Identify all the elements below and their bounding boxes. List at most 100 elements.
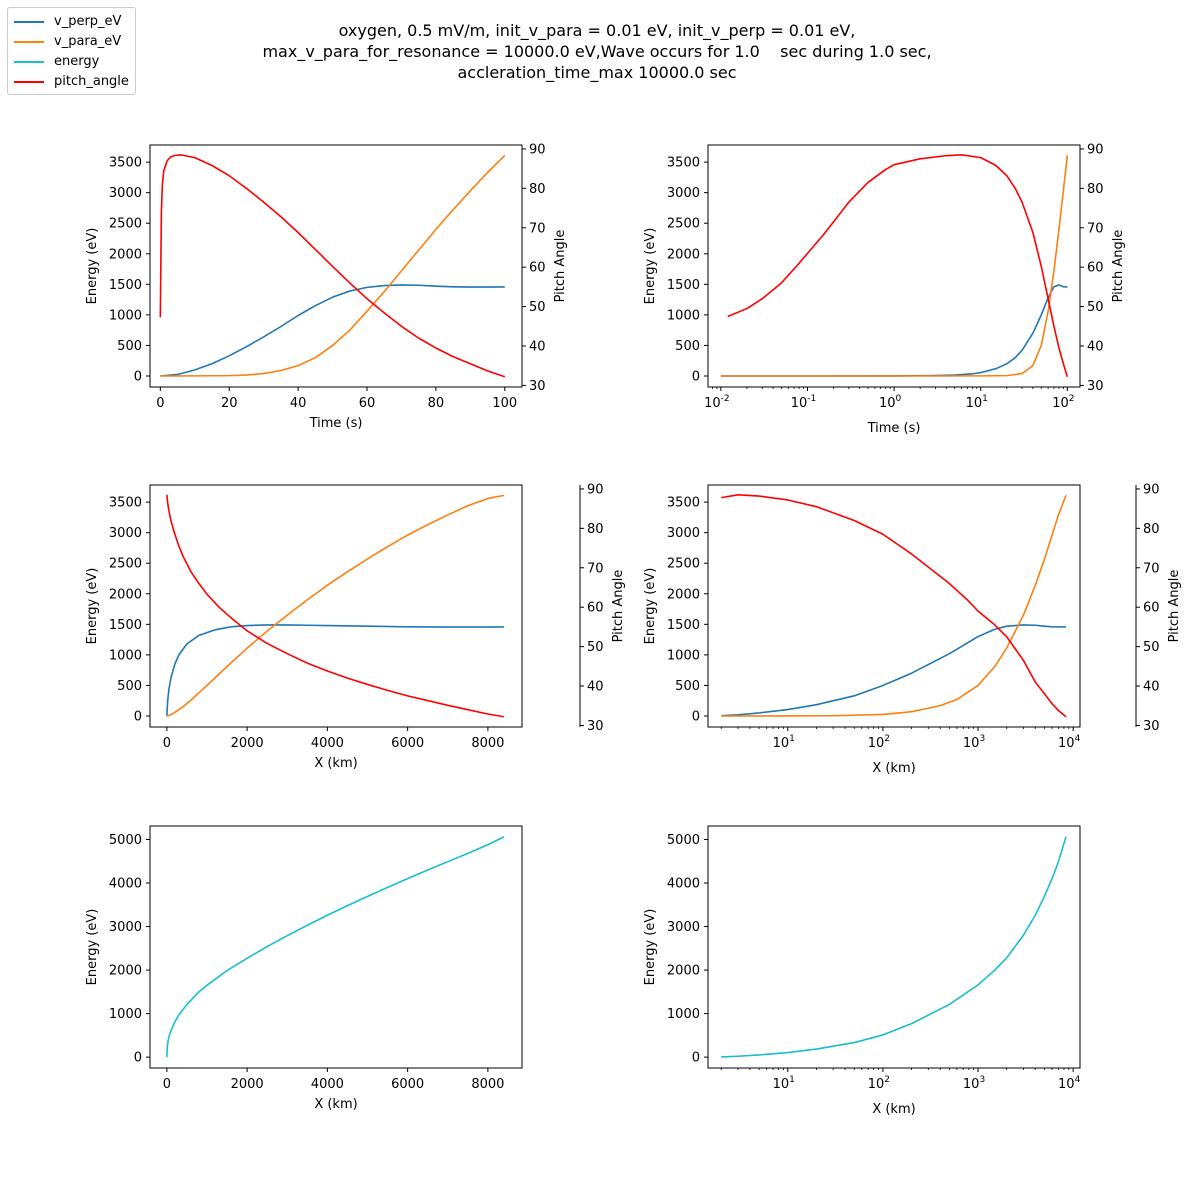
y-tick-label: 2000 <box>667 247 700 262</box>
y-tick-label: 2000 <box>109 247 142 262</box>
y-tick-label: 2000 <box>667 964 700 979</box>
x-tick-label: 100 <box>492 396 517 411</box>
subplot-5: 0 2000 4000 6000 8000 0 1000 2000 3000 4000 5000 X … <box>85 825 523 1112</box>
legend-label: pitch_angle <box>54 74 129 89</box>
x-tick-label: 104 <box>1058 734 1081 751</box>
x-tick-label: 103 <box>963 1075 985 1092</box>
series-line-pitch-angle <box>159 154 506 378</box>
x-axis-label: Time (s) <box>309 416 363 431</box>
x-tick-label: 101 <box>966 394 988 411</box>
x-tick-label: 4000 <box>311 1077 344 1092</box>
axes-frame <box>707 144 1081 388</box>
y2-tick-label: 50 <box>1143 640 1160 655</box>
x-tick-label: 6000 <box>391 736 424 751</box>
y2-tick-label: 70 <box>587 561 604 576</box>
x-tick-label: 60 <box>359 396 376 411</box>
subplot-6: 101 102 103 104 0 1000 2000 3000 4000 5000 X (km) E… <box>643 825 1081 1117</box>
y-tick-label: 2000 <box>667 587 700 602</box>
y-axis-label: Energy (eV) <box>643 909 658 986</box>
y2-tick-label: 30 <box>1143 719 1160 734</box>
y2-tick-label: 60 <box>1087 261 1104 276</box>
x-tick-label: 101 <box>773 1075 795 1092</box>
series-line-energy <box>166 836 505 1058</box>
y2-tick-label: 90 <box>587 482 604 497</box>
x-tick-label: 102 <box>868 1075 890 1092</box>
y-tick-label: 3500 <box>109 156 142 171</box>
subplot-4: 101 102 103 104 0 500 1000 1500 2000 2500 3000 3500… <box>643 482 1182 776</box>
y2-axis-label: Pitch Angle <box>611 570 626 643</box>
y2-tick-label: 40 <box>1143 680 1160 695</box>
figure-title-line: accleration_time_max 10000.0 sec <box>457 63 737 82</box>
x-tick-label: 40 <box>290 396 307 411</box>
y-tick-label: 0 <box>134 1051 142 1066</box>
x-tick-label: 102 <box>868 734 890 751</box>
legend-swatch <box>14 81 44 83</box>
x-axis-label: Time (s) <box>867 421 921 436</box>
y2-tick-label: 60 <box>587 601 604 616</box>
y2-tick-label: 70 <box>529 221 546 236</box>
y-tick-label: 1500 <box>667 278 700 293</box>
y-axis-label: Energy (eV) <box>85 909 100 986</box>
legend-label: energy <box>54 54 100 69</box>
x-axis-label: X (km) <box>872 1102 915 1117</box>
x-axis-label: X (km) <box>872 761 915 776</box>
y-tick-label: 0 <box>692 1051 700 1066</box>
y-tick-label: 2500 <box>109 557 142 572</box>
legend-label: v_para_eV <box>54 34 122 49</box>
x-tick-label: 20 <box>221 396 238 411</box>
y2-tick-label: 30 <box>1087 379 1104 394</box>
y-tick-label: 1000 <box>109 1007 142 1022</box>
x-tick-label: 103 <box>963 734 985 751</box>
figure-legend: v_perp_eV v_para_eV energy pitch_angle <box>7 7 136 95</box>
y2-axis-label: Pitch Angle <box>1167 570 1182 643</box>
series-line-v-perp-eV <box>160 284 505 377</box>
x-tick-label: 100 <box>879 394 902 411</box>
series-line-pitch-angle <box>166 494 505 718</box>
y-tick-label: 4000 <box>109 877 142 892</box>
y-tick-label: 500 <box>675 679 700 694</box>
x-tick-label: 0 <box>163 1077 171 1092</box>
y2-tick-label: 50 <box>529 300 546 315</box>
y2-tick-label: 60 <box>529 261 546 276</box>
subplot-1: 0 20 40 60 80 1000500100015002000250030003500… <box>85 142 568 431</box>
x-tick-label: 102 <box>1052 394 1074 411</box>
y2-tick-label: 80 <box>1087 182 1104 197</box>
y2-tick-label: 50 <box>1087 300 1104 315</box>
x-tick-label: 10-2 <box>704 394 730 411</box>
axes-frame <box>149 825 523 1069</box>
y-tick-label: 1500 <box>667 618 700 633</box>
figure-title: oxygen, 0.5 mV/m, init_v_para = 0.01 eV,… <box>0 20 1194 83</box>
series-line-v-para-eV <box>160 154 506 377</box>
figure-title-line: oxygen, 0.5 mV/m, init_v_para = 0.01 eV,… <box>338 21 856 40</box>
y-tick-label: 1000 <box>667 648 700 663</box>
y-tick-label: 0 <box>692 370 700 385</box>
series-line-v-para-eV <box>720 155 1069 377</box>
y-tick-label: 1000 <box>109 308 142 323</box>
x-tick-label: 8000 <box>471 736 504 751</box>
series-line-v-perp-eV <box>166 624 504 717</box>
y-axis-label: Energy (eV) <box>85 568 100 645</box>
series-line-pitch-angle <box>721 494 1067 718</box>
legend-label: v_perp_eV <box>54 14 122 29</box>
y-tick-label: 3500 <box>109 496 142 511</box>
y-tick-label: 0 <box>134 370 142 385</box>
y-tick-label: 5000 <box>667 833 700 848</box>
y-tick-label: 1500 <box>109 618 142 633</box>
series-line-v-para-eV <box>166 494 505 717</box>
y-tick-label: 1500 <box>109 278 142 293</box>
y-tick-label: 1000 <box>109 648 142 663</box>
y-tick-label: 4000 <box>667 877 700 892</box>
y2-tick-label: 30 <box>587 719 604 734</box>
axes-frame <box>707 825 1081 1069</box>
y2-tick-label: 80 <box>529 182 546 197</box>
series-line-energy <box>721 836 1067 1058</box>
series-line-v-perp-eV <box>720 284 1068 377</box>
y-tick-label: 2500 <box>667 217 700 232</box>
axes-frame <box>149 144 523 388</box>
y-tick-label: 2500 <box>667 557 700 572</box>
figure-title-line: max_v_para_for_resonance = 10000.0 eV,Wa… <box>262 42 932 61</box>
x-tick-label: 0 <box>163 736 171 751</box>
y2-tick-label: 80 <box>587 522 604 537</box>
subplot-3: 0 2000 4000 6000 8000 0 500 1000 1500 2000 2500 300… <box>85 482 626 771</box>
y-tick-label: 2000 <box>109 587 142 602</box>
